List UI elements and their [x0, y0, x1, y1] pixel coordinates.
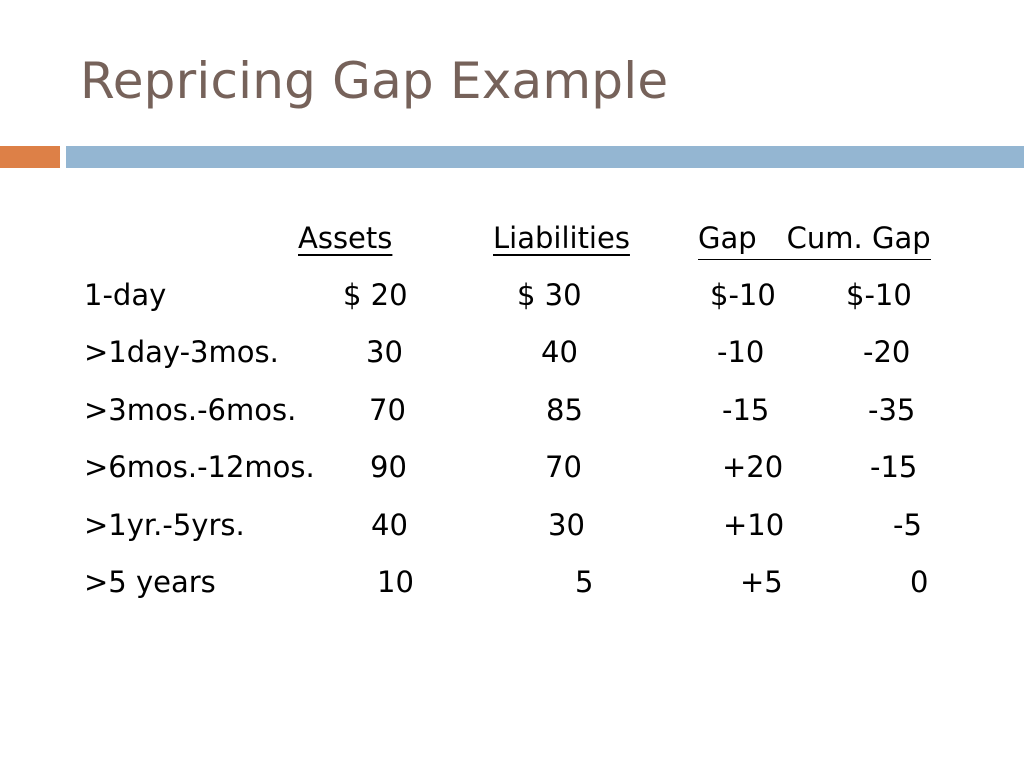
accent-bar-orange	[0, 146, 60, 168]
row-1-cum-gap: $-10	[846, 278, 912, 312]
row-2-label: >1day-3mos.	[84, 335, 279, 369]
row-1-liabilities: $ 30	[517, 278, 582, 312]
row-6-liabilities: 5	[575, 565, 594, 599]
row-3-liabilities: 85	[546, 393, 583, 427]
row-3-gap: -15	[722, 393, 770, 427]
row-2-gap: -10	[717, 335, 765, 369]
row-6-gap: +5	[740, 565, 783, 599]
row-1-gap: $-10	[710, 278, 776, 312]
header-liabilities: Liabilities	[493, 221, 630, 255]
row-5-label: >1yr.-5yrs.	[84, 508, 245, 542]
header-gap-group: Gap Cum. Gap	[698, 224, 931, 260]
row-2-liabilities: 40	[541, 335, 578, 369]
row-3-cum-gap: -35	[868, 393, 916, 427]
accent-bar-blue	[66, 146, 1024, 168]
row-5-gap: +10	[723, 508, 785, 542]
row-4-cum-gap: -15	[870, 450, 918, 484]
row-3-assets: 70	[369, 393, 406, 427]
row-4-gap: +20	[722, 450, 784, 484]
row-5-assets: 40	[371, 508, 408, 542]
row-5-liabilities: 30	[548, 508, 585, 542]
row-1-assets: $ 20	[343, 278, 408, 312]
slide-title: Repricing Gap Example	[80, 52, 669, 110]
header-gap: Gap	[698, 221, 757, 255]
header-assets: Assets	[298, 221, 393, 255]
row-3-label: >3mos.-6mos.	[84, 393, 297, 427]
row-4-liabilities: 70	[545, 450, 582, 484]
row-4-assets: 90	[370, 450, 407, 484]
row-6-label: >5 years	[84, 565, 216, 599]
row-2-assets: 30	[366, 335, 403, 369]
row-1-label: 1-day	[84, 278, 167, 312]
row-6-assets: 10	[377, 565, 414, 599]
row-2-cum-gap: -20	[863, 335, 911, 369]
header-cum-gap: Cum. Gap	[786, 221, 931, 255]
row-4-label: >6mos.-12mos.	[84, 450, 315, 484]
row-6-cum-gap: 0	[910, 565, 929, 599]
row-5-cum-gap: -5	[893, 508, 922, 542]
